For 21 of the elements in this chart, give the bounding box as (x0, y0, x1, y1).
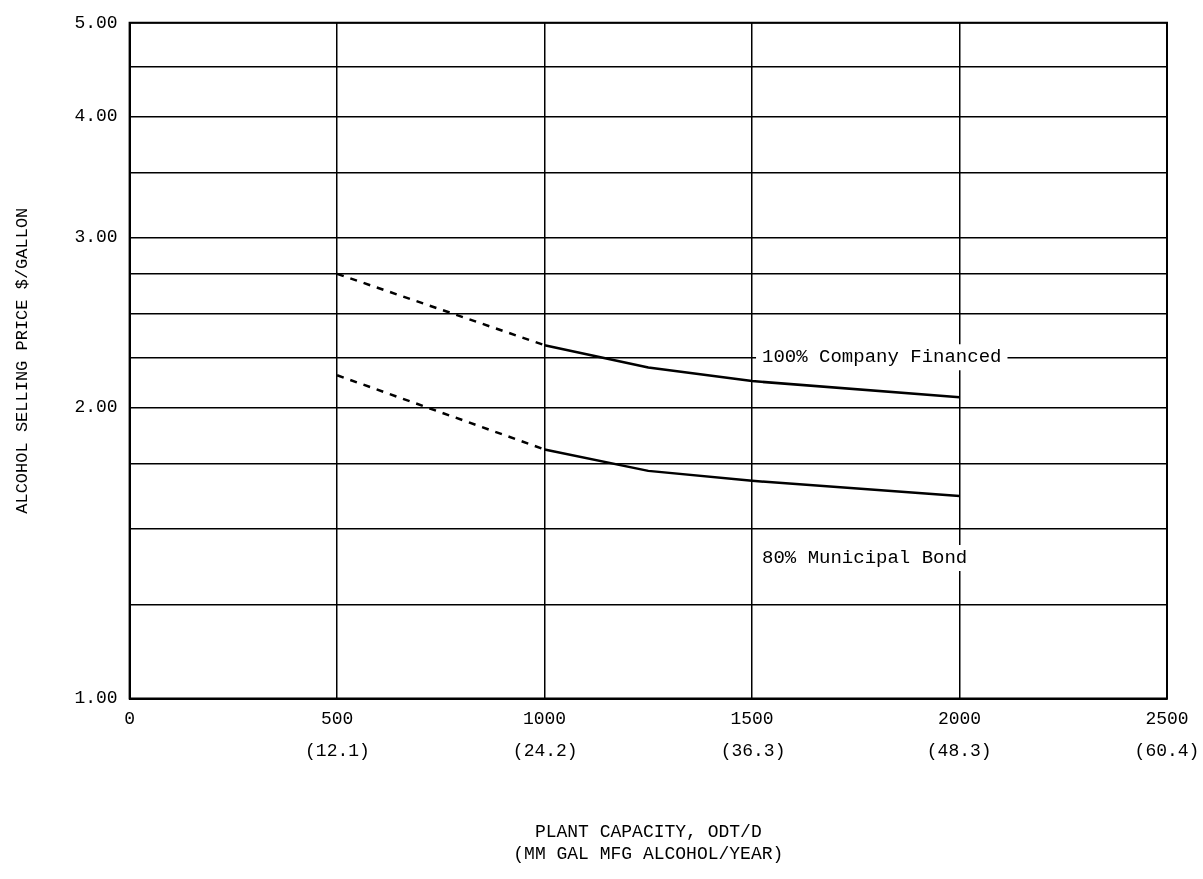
x-tick-label: 500 (320, 709, 354, 730)
text: 80% Municipal Bond (762, 547, 968, 570)
x2-tick-label: (12.1) (305, 740, 370, 761)
series-label: 100% Company Financed (762, 346, 1002, 369)
x-tick-label: 1000 (522, 709, 567, 730)
y-tick-label: 4.00 (74, 106, 118, 127)
x2-tick-label: (60.4) (1134, 740, 1200, 761)
x2-tick-label: (36.3) (720, 740, 786, 761)
x2-tick-label: (24.2) (512, 740, 578, 761)
x2-tick-label: (48.3) (926, 740, 992, 761)
y-tick-label: 3.00 (74, 227, 118, 248)
x-axis-title: PLANT CAPACITY, ODT/D (534, 822, 762, 843)
x2-axis-title: (MM GAL MFG ALCOHOL/YEAR) (513, 843, 784, 864)
x-tick-label: 2500 (1145, 709, 1189, 730)
y-tick-label: 2.00 (74, 397, 118, 418)
x-tick-label: 1500 (730, 709, 774, 730)
y-tick-label: 1.00 (74, 688, 118, 709)
x-tick-label: 2000 (937, 709, 982, 730)
y-axis-title: ALCOHOL SELLING PRICE $/GALLON (12, 207, 32, 514)
x-tick-label: 0 (124, 709, 136, 730)
y-tick-label: 5.00 (74, 12, 118, 33)
